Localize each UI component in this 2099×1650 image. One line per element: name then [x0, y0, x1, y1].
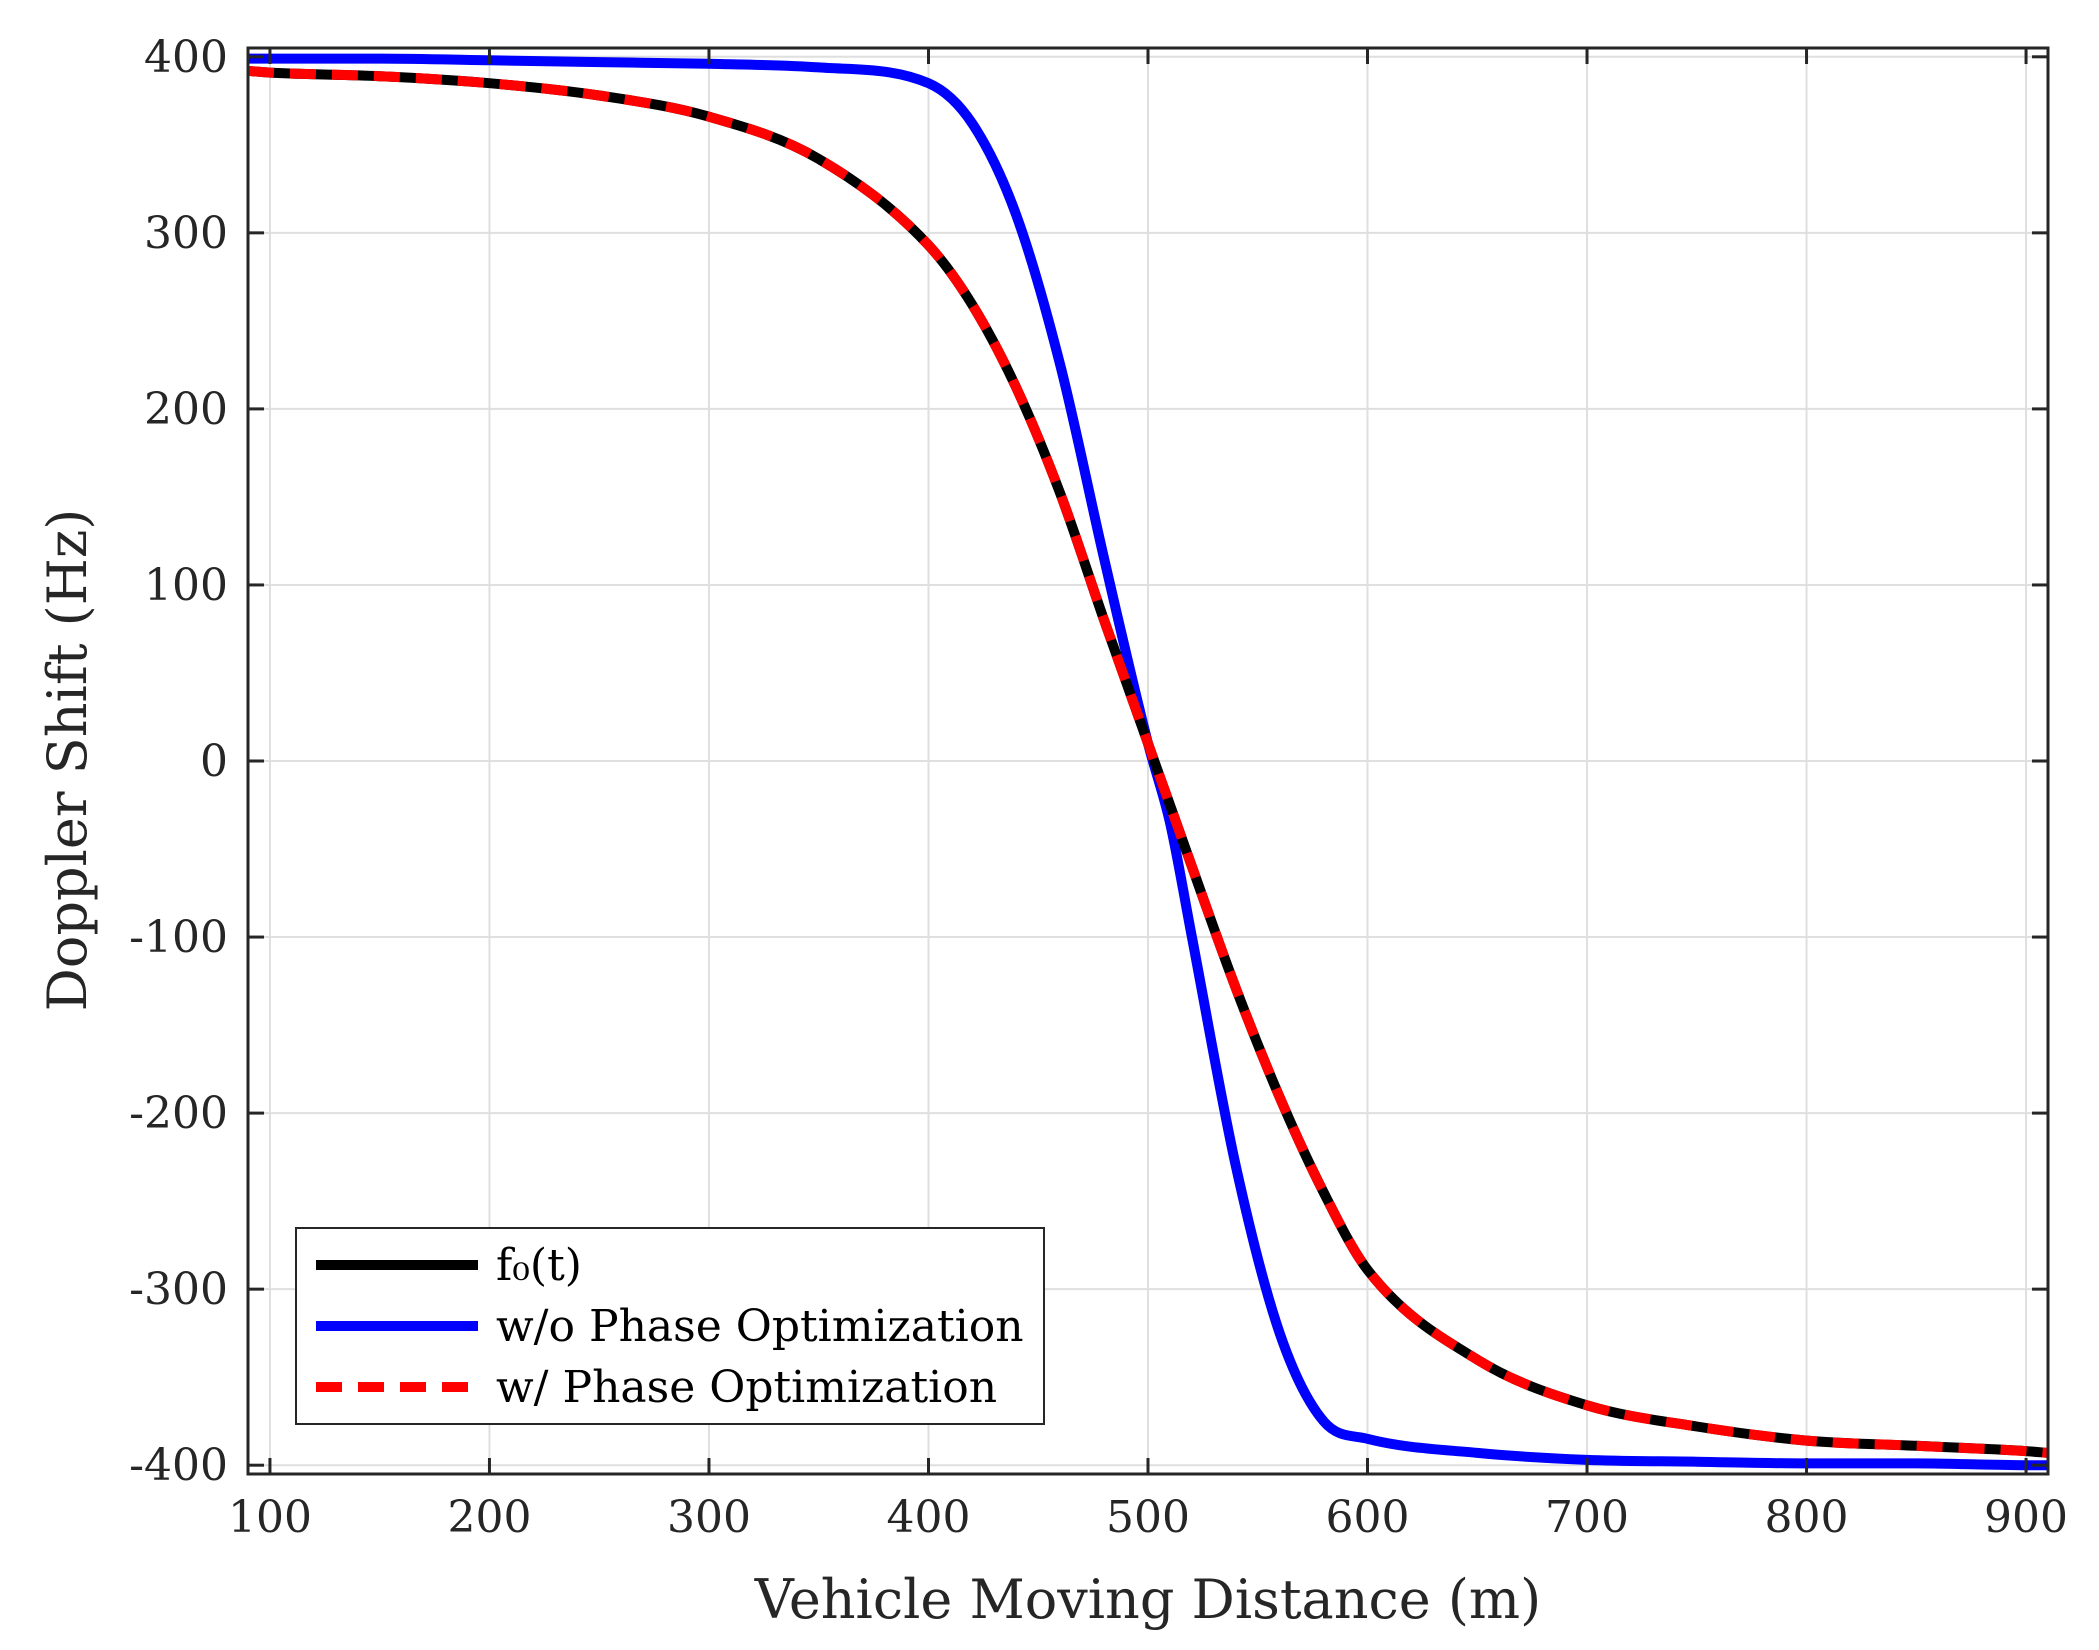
x-tick-label: 400 — [886, 1492, 970, 1543]
x-tick-label: 800 — [1765, 1492, 1849, 1543]
y-tick-labels: -400 -300 -200 -100 0 100 200 300 400 — [129, 32, 228, 1491]
x-axis-label: Vehicle Moving Distance (m) — [754, 1568, 1541, 1631]
x-tick-label: 200 — [447, 1492, 531, 1543]
axis-ticks — [248, 48, 2048, 1474]
y-tick-label: 200 — [144, 384, 228, 435]
x-tick-labels: 100 200 300 400 500 600 700 800 900 — [228, 1492, 2068, 1543]
series-with-phase-opt-line — [248, 65, 2048, 1458]
x-tick-label: 700 — [1545, 1492, 1629, 1543]
series-lines — [248, 53, 2048, 1471]
y-tick-label: 400 — [144, 32, 228, 83]
x-tick-label: 100 — [228, 1492, 312, 1543]
y-tick-label: -300 — [129, 1264, 228, 1315]
x-tick-label: 500 — [1106, 1492, 1190, 1543]
legend-label-f0: f₀(t) — [496, 1240, 582, 1291]
legend: f₀(t) w/o Phase Optimization w/ Phase Op… — [295, 1227, 1045, 1425]
y-tick-label: 300 — [144, 208, 228, 259]
y-tick-label: -400 — [129, 1440, 228, 1491]
x-tick-label: 900 — [1984, 1492, 2068, 1543]
y-tick-label: 100 — [144, 560, 228, 611]
y-axis-label: Doppler Shift (Hz) — [36, 509, 99, 1012]
x-tick-label: 300 — [667, 1492, 751, 1543]
legend-label-with-phase-opt: w/ Phase Optimization — [496, 1362, 997, 1413]
y-tick-label: -200 — [129, 1088, 228, 1139]
x-tick-label: 600 — [1326, 1492, 1410, 1543]
y-tick-label: -100 — [129, 912, 228, 963]
legend-label-without-phase-opt: w/o Phase Optimization — [496, 1301, 1024, 1352]
y-tick-label: 0 — [200, 736, 228, 787]
